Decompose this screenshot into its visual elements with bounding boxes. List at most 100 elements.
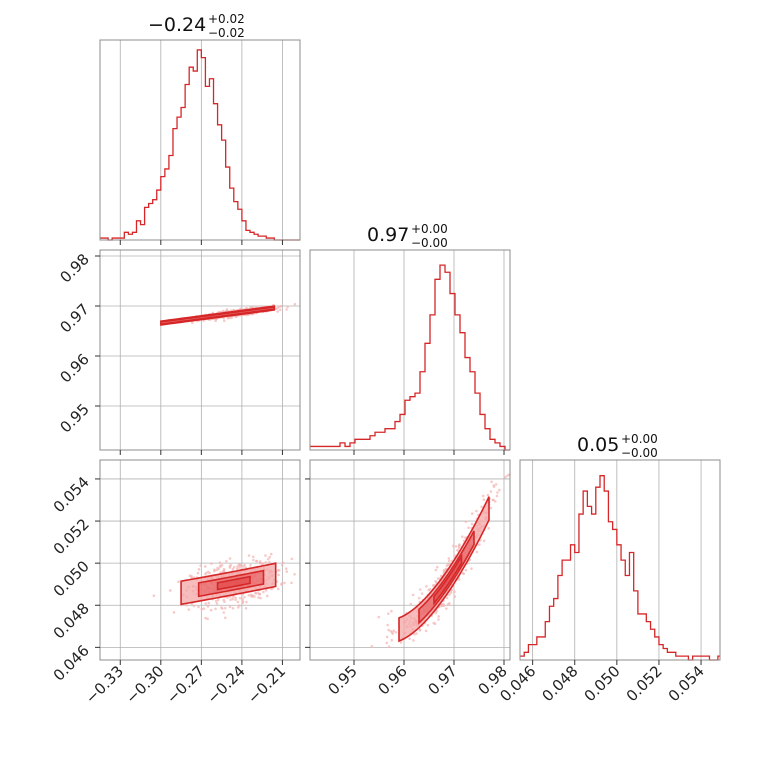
- contour-p1-p3-point: [259, 596, 262, 600]
- hist-p1-step: [100, 49, 300, 241]
- contour-p2-p3-point: [445, 564, 449, 567]
- scatter-p1-p2-point: [278, 305, 281, 309]
- contour-p1-p3-xtick-label: −0.24: [203, 662, 248, 707]
- contour-p1-p3-point: [247, 554, 251, 557]
- contour-p2-p3-point: [425, 585, 428, 588]
- contour-p2-p3-point: [454, 545, 458, 548]
- contour-p2-p3-point: [418, 628, 422, 631]
- contour-p2-p3-point: [482, 539, 486, 543]
- contour-p2-p3-point: [408, 637, 411, 640]
- contour-p1-p3-point: [214, 599, 218, 603]
- contour-p1-p3-point: [266, 557, 270, 561]
- contour-p1-p3-point: [197, 568, 201, 571]
- contour-p1-p3-point: [238, 566, 241, 569]
- contour-p1-p3-point: [223, 616, 227, 620]
- title-param-2-plus: +0.00: [411, 222, 448, 236]
- contour-p2-p3-point: [475, 509, 478, 513]
- contour-p1-p3-point: [264, 554, 267, 557]
- contour-p2-p3-point: [504, 475, 507, 479]
- contour-p2-p3-point: [442, 604, 446, 608]
- contour-p1-p3-point: [220, 564, 224, 567]
- contour-p1-p3-point: [290, 581, 293, 585]
- contour-p2-p3-point: [418, 588, 422, 591]
- title-param-1: −0.24 +0.02 −0.02: [148, 12, 245, 40]
- contour-p1-p3-point: [223, 600, 226, 604]
- contour-p2-p3-point: [399, 641, 403, 644]
- contour-p1-p3-point: [236, 600, 240, 604]
- scatter-p1-p2-ytick-label: 0.95: [56, 400, 92, 436]
- contour-p1-p3-point: [249, 563, 252, 567]
- contour-p1-p3-point: [238, 563, 242, 567]
- contour-p1-p3-point: [223, 606, 227, 610]
- contour-p1-p3-point: [213, 569, 216, 573]
- contour-p1-p3-point: [238, 596, 242, 600]
- title-param-3-value: 0.05: [577, 434, 619, 456]
- contour-p1-p3-point: [192, 604, 196, 608]
- contour-p2-p3-point: [447, 559, 451, 563]
- contour-p1-p3-point: [244, 606, 248, 610]
- scatter-p1-p2-point: [276, 310, 279, 313]
- title-param-2-minus: −0.00: [411, 236, 448, 250]
- contour-p1-p3-point: [228, 605, 232, 609]
- contour-p2-p3-point: [444, 607, 448, 610]
- contour-p1-p3-point: [234, 596, 237, 600]
- scatter-p1-p2-point: [214, 319, 217, 323]
- contour-p2-p3-point: [436, 577, 440, 580]
- contour-p2-p3-point: [453, 595, 457, 598]
- contour-p1-p3-point: [214, 607, 217, 611]
- contour-p1-p3-ytick-label: 0.046: [50, 641, 93, 684]
- contour-p2-p3-point: [458, 544, 461, 547]
- contour-p2-p3-point: [449, 591, 453, 594]
- contour-p2-p3-point: [424, 629, 428, 633]
- contour-p2-p3-point: [437, 618, 440, 621]
- contour-p1-p3-contour-inner: [216, 575, 251, 591]
- contour-p2-p3-point: [433, 622, 437, 626]
- contour-p1-p3-point: [269, 552, 273, 556]
- contour-p2-p3-point: [447, 557, 451, 560]
- contour-p2-p3-point: [453, 590, 456, 594]
- contour-p2-p3-point: [415, 632, 418, 635]
- contour-p2-p3-contour-inner: [433, 553, 463, 606]
- contour-p1-p3-point: [255, 559, 259, 563]
- scatter-p1-p2-point: [226, 316, 230, 320]
- contour-p2-p3-point: [387, 628, 390, 632]
- contour-p2-p3-point: [489, 490, 493, 493]
- contour-p1-p3-point: [216, 598, 220, 602]
- scatter-p1-p2-point: [286, 305, 289, 309]
- contour-p1-p3-point: [258, 561, 262, 565]
- contour-p2-p3-point: [495, 494, 499, 498]
- contour-p2-p3-point: [434, 580, 437, 583]
- hist-p2-frame: [309, 249, 511, 451]
- contour-p2-p3-contour-mid: [418, 530, 475, 625]
- contour-p1-p3-point: [185, 603, 189, 607]
- contour-p2-p3-point: [390, 609, 393, 613]
- contour-p1-p3-point: [202, 607, 206, 610]
- contour-p2-p3-point: [392, 629, 396, 633]
- scatter-p1-p2-frame: [99, 249, 301, 451]
- contour-p1-p3-point: [215, 568, 219, 572]
- contour-p1-p3-point: [206, 617, 209, 621]
- contour-p2-p3-point: [448, 593, 451, 596]
- contour-p2-p3-point: [386, 623, 389, 627]
- contour-p1-p3-point: [236, 606, 240, 609]
- hist-p2-step: [310, 264, 510, 451]
- contour-p1-p3-point: [254, 591, 258, 595]
- hist-p3-xtick-label: 0.050: [581, 662, 624, 705]
- contour-p2-p3-point: [390, 631, 394, 634]
- contour-p2-p3-point: [434, 568, 438, 572]
- scatter-p1-p2-contour-inner: [160, 306, 276, 325]
- contour-p1-p3-xtick-label: −0.27: [163, 662, 208, 707]
- contour-p2-p3-point: [475, 550, 479, 554]
- contour-p1-p3-point: [199, 564, 202, 567]
- contour-p2-p3-point: [492, 485, 496, 488]
- contour-p1-p3-point: [200, 607, 204, 611]
- title-param-2: 0.97 +0.00 −0.00: [367, 222, 448, 250]
- contour-p2-p3-point: [445, 596, 449, 600]
- contour-p2-p3-point: [417, 596, 421, 600]
- contour-p1-p3-point: [284, 567, 288, 570]
- contour-p1-p3-point: [229, 598, 232, 602]
- contour-p2-p3-point: [461, 535, 464, 538]
- contour-p2-p3-point: [478, 543, 481, 546]
- contour-p1-p3-point: [245, 600, 248, 604]
